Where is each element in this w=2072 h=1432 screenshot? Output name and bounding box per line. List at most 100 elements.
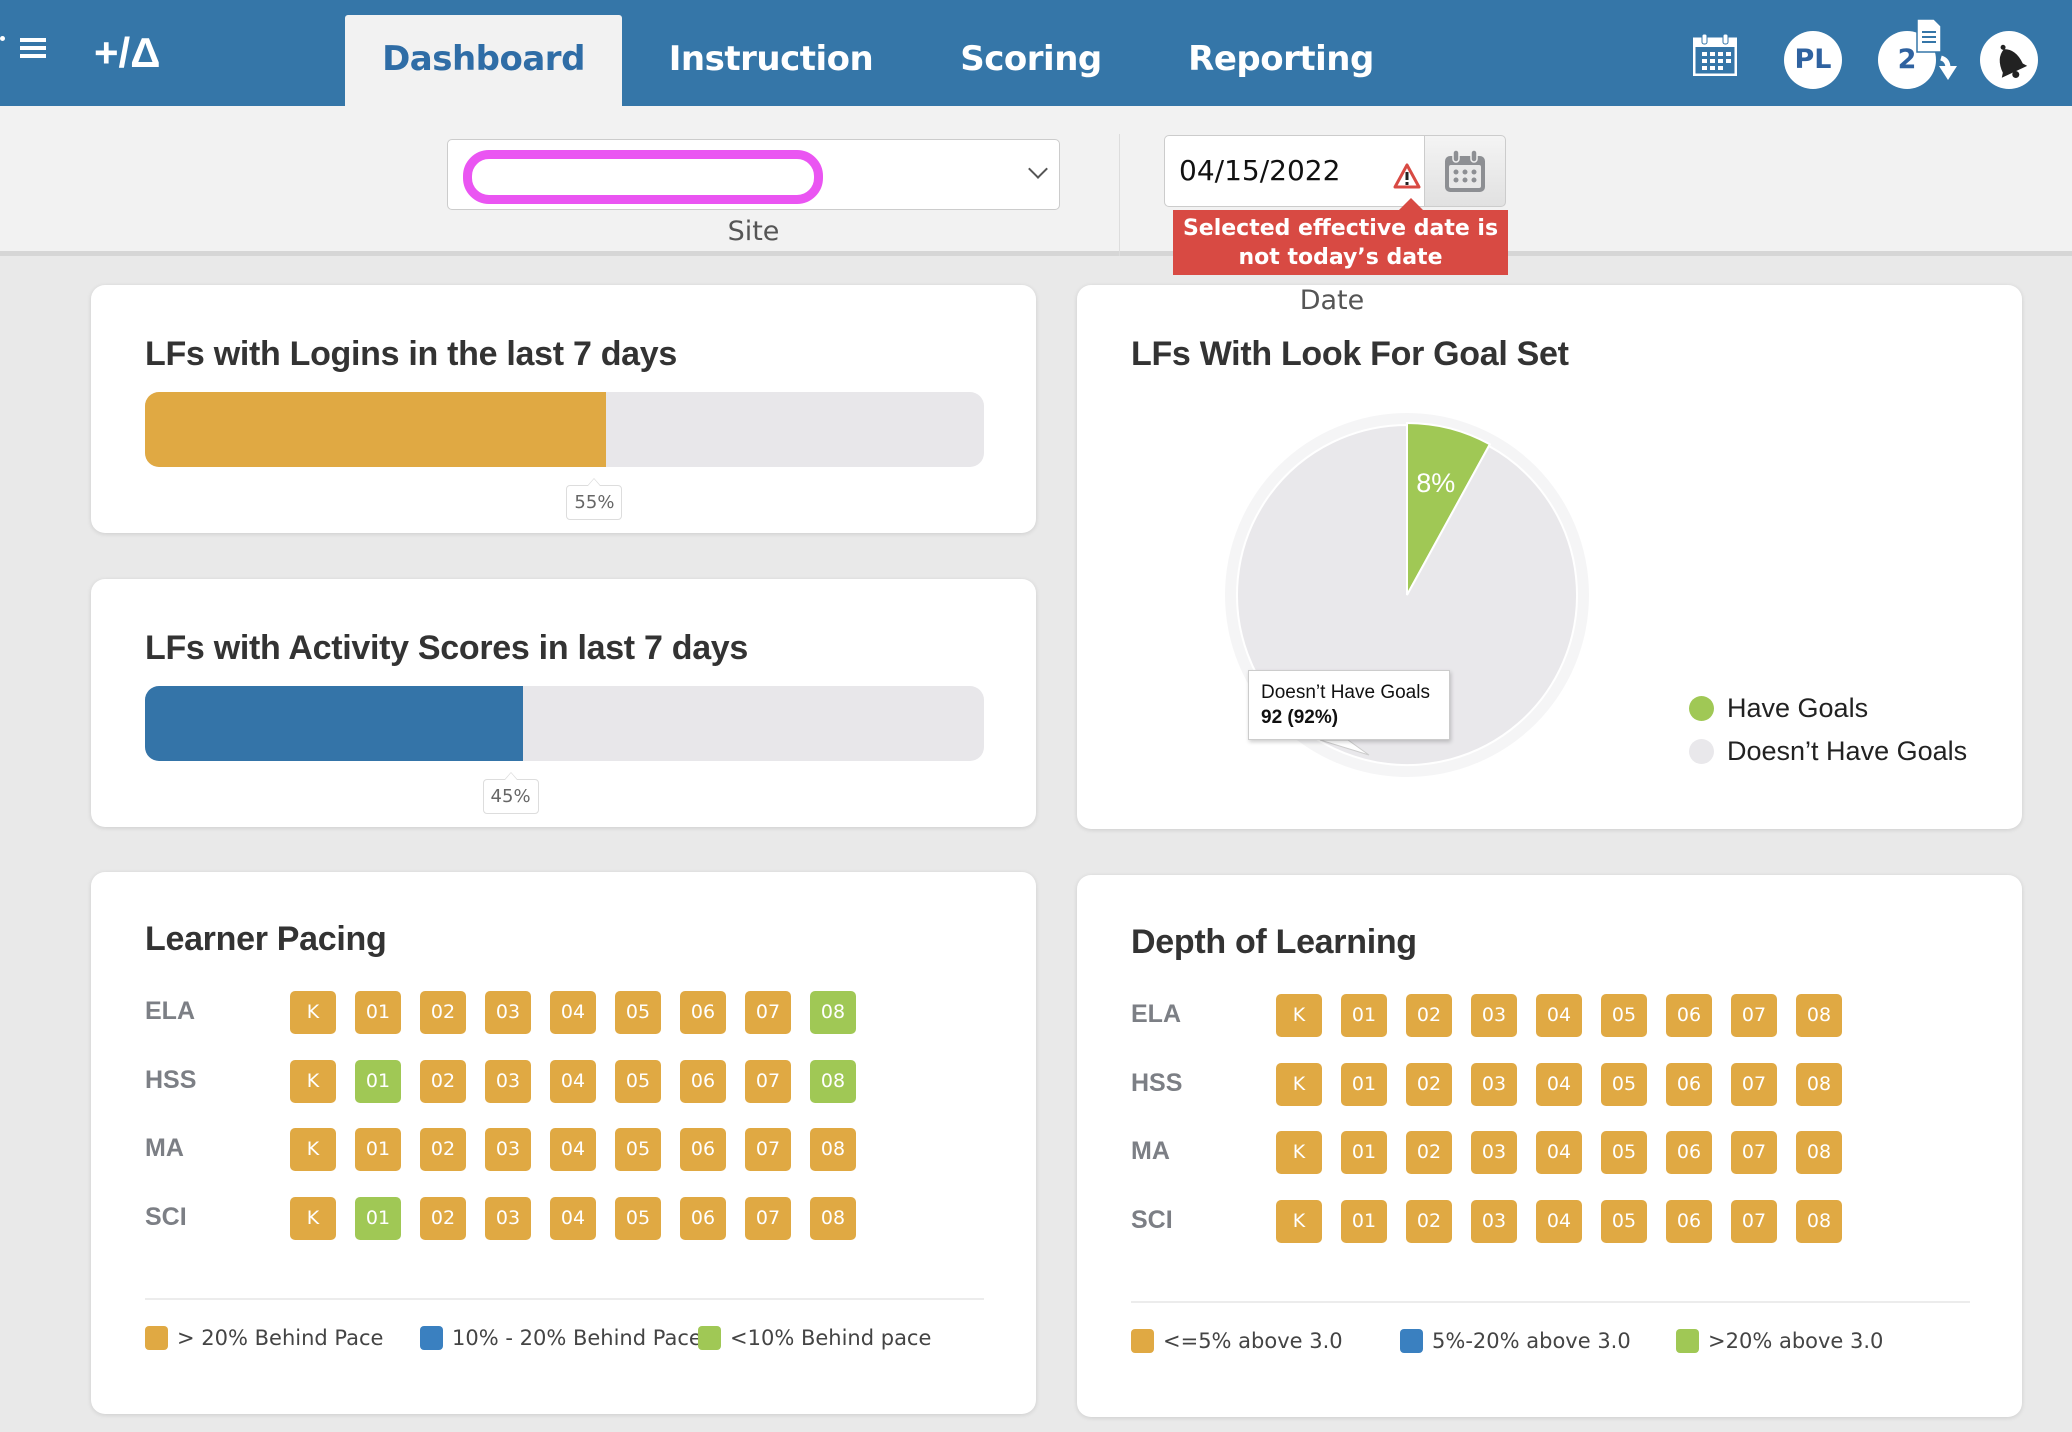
grade-chip-sci-01[interactable]: 01 [355,1196,401,1240]
grade-chip-hss-08[interactable]: 08 [1796,1062,1842,1106]
grade-chip-ma-02[interactable]: 02 [420,1128,466,1171]
grade-chip-ela-k[interactable]: K [290,991,336,1034]
grade-chip-ma-02[interactable]: 02 [1406,1131,1452,1174]
grade-chip-sci-k[interactable]: K [1276,1199,1322,1243]
grade-chip-ela-02[interactable]: 02 [1406,994,1452,1037]
grade-chip-hss-08[interactable]: 08 [810,1059,856,1103]
grade-chip-ma-05[interactable]: 05 [1601,1131,1647,1174]
grade-chip-ma-03[interactable]: 03 [1471,1131,1517,1174]
date-picker-button[interactable] [1424,135,1506,207]
grade-chip-ela-01[interactable]: 01 [1341,994,1387,1037]
grade-chip-ma-k[interactable]: K [1276,1131,1322,1174]
grade-chip-sci-k[interactable]: K [290,1196,336,1240]
grade-chip-ela-04[interactable]: 04 [1536,994,1582,1037]
notifications-button[interactable] [1980,31,2038,89]
grade-chip-ela-k[interactable]: K [1276,994,1322,1037]
document-download-icon[interactable] [1914,18,1960,89]
grade-chip-ela-07[interactable]: 07 [1731,994,1777,1037]
grade-chip-sci-03[interactable]: 03 [1471,1199,1517,1243]
grade-chip-ma-04[interactable]: 04 [550,1128,596,1171]
grade-chip-ela-03[interactable]: 03 [485,991,531,1034]
grade-chip-hss-05[interactable]: 05 [1601,1062,1647,1106]
grade-chip-ma-03[interactable]: 03 [485,1128,531,1171]
grade-chip-hss-01[interactable]: 01 [1341,1062,1387,1106]
tab-scoring[interactable]: Scoring [960,39,1102,79]
grade-chip-sci-04[interactable]: 04 [1536,1199,1582,1243]
grade-chip-ma-k[interactable]: K [290,1128,336,1171]
grade-chip-hss-06[interactable]: 06 [1666,1062,1712,1106]
legend-swatch [1676,1329,1699,1353]
grade-chip-hss-k[interactable]: K [290,1059,336,1103]
grade-chip-ma-01[interactable]: 01 [1341,1131,1387,1174]
grade-chip-sci-04[interactable]: 04 [550,1196,596,1240]
legend-have-goals[interactable]: Have Goals [1689,692,1868,724]
user-avatar[interactable]: PL [1784,31,1842,89]
legend-label: Have Goals [1727,693,1869,723]
grade-chip-ela-03[interactable]: 03 [1471,994,1517,1037]
grade-chip-ela-06[interactable]: 06 [680,991,726,1034]
grade-chip-hss-07[interactable]: 07 [745,1059,791,1103]
grade-chip-hss-06[interactable]: 06 [680,1059,726,1103]
grade-chip-sci-02[interactable]: 02 [1406,1199,1452,1243]
grade-chip-hss-02[interactable]: 02 [420,1059,466,1103]
grade-chip-ma-04[interactable]: 04 [1536,1131,1582,1174]
tab-reporting[interactable]: Reporting [1188,39,1374,79]
grade-chip-ma-07[interactable]: 07 [745,1128,791,1171]
grade-chip-sci-02[interactable]: 02 [420,1196,466,1240]
grade-chip-hss-01[interactable]: 01 [355,1059,401,1103]
grade-chip-ela-08[interactable]: 08 [810,991,856,1034]
grade-chip-ela-07[interactable]: 07 [745,991,791,1034]
menu-dot-icon [0,36,5,41]
calendar-icon[interactable] [1692,32,1738,77]
subject-label: HSS [145,1065,197,1094]
grade-chip-ma-08[interactable]: 08 [1796,1131,1842,1174]
legend-label: >20% above 3.0 [1708,1329,1884,1353]
grade-chip-hss-03[interactable]: 03 [1471,1062,1517,1106]
grade-chip-ela-04[interactable]: 04 [550,991,596,1034]
downloads-button[interactable]: 2 [1878,31,1936,89]
tab-dashboard[interactable]: Dashboard [345,15,622,106]
grade-chip-ela-06[interactable]: 06 [1666,994,1712,1037]
grade-chip-hss-k[interactable]: K [1276,1062,1322,1106]
tab-instruction[interactable]: Instruction [668,39,874,79]
grade-chip-hss-03[interactable]: 03 [485,1059,531,1103]
grade-chip-sci-05[interactable]: 05 [1601,1199,1647,1243]
grade-chip-hss-02[interactable]: 02 [1406,1062,1452,1106]
grade-chip-ela-02[interactable]: 02 [420,991,466,1034]
grade-chip-ma-08[interactable]: 08 [810,1128,856,1171]
legend-swatch-have-goals [1689,696,1714,721]
menu-icon[interactable] [20,38,46,64]
grade-chip-sci-05[interactable]: 05 [615,1196,661,1240]
grade-chip-sci-07[interactable]: 07 [745,1196,791,1240]
legend-doesnt-have-goals[interactable]: Doesn’t Have Goals [1689,735,1967,767]
site-label: Site [727,216,780,247]
grade-chip-hss-04[interactable]: 04 [550,1059,596,1103]
grade-chip-ma-01[interactable]: 01 [355,1128,401,1171]
grade-chip-sci-01[interactable]: 01 [1341,1199,1387,1243]
grade-chip-sci-08[interactable]: 08 [1796,1199,1842,1243]
grade-chip-ma-06[interactable]: 06 [680,1128,726,1171]
warning-icon [1393,163,1421,189]
grade-chip-hss-04[interactable]: 04 [1536,1062,1582,1106]
grade-chip-hss-07[interactable]: 07 [1731,1062,1777,1106]
date-input[interactable]: 04/15/2022 [1164,135,1424,207]
grade-chip-sci-03[interactable]: 03 [485,1196,531,1240]
grade-chip-sci-08[interactable]: 08 [810,1196,856,1240]
legend-swatch [1131,1329,1154,1353]
logins-progress-bar [145,392,984,467]
pie-data-label: 8% [1416,468,1455,498]
grade-chip-hss-05[interactable]: 05 [615,1059,661,1103]
grade-chip-ma-07[interactable]: 07 [1731,1131,1777,1174]
grade-chip-ma-06[interactable]: 06 [1666,1131,1712,1174]
grade-chip-ma-05[interactable]: 05 [615,1128,661,1171]
grade-chip-ela-05[interactable]: 05 [1601,994,1647,1037]
grade-chip-sci-06[interactable]: 06 [680,1196,726,1240]
grade-chip-sci-06[interactable]: 06 [1666,1199,1712,1243]
grade-chip-ela-05[interactable]: 05 [615,991,661,1034]
site-select[interactable] [447,139,1060,210]
grade-chip-ela-08[interactable]: 08 [1796,994,1842,1037]
app-logo[interactable]: +/Δ [94,29,161,76]
grade-chip-ela-01[interactable]: 01 [355,991,401,1034]
pie-slice-have-goals[interactable] [1406,421,1492,596]
grade-chip-sci-07[interactable]: 07 [1731,1199,1777,1243]
